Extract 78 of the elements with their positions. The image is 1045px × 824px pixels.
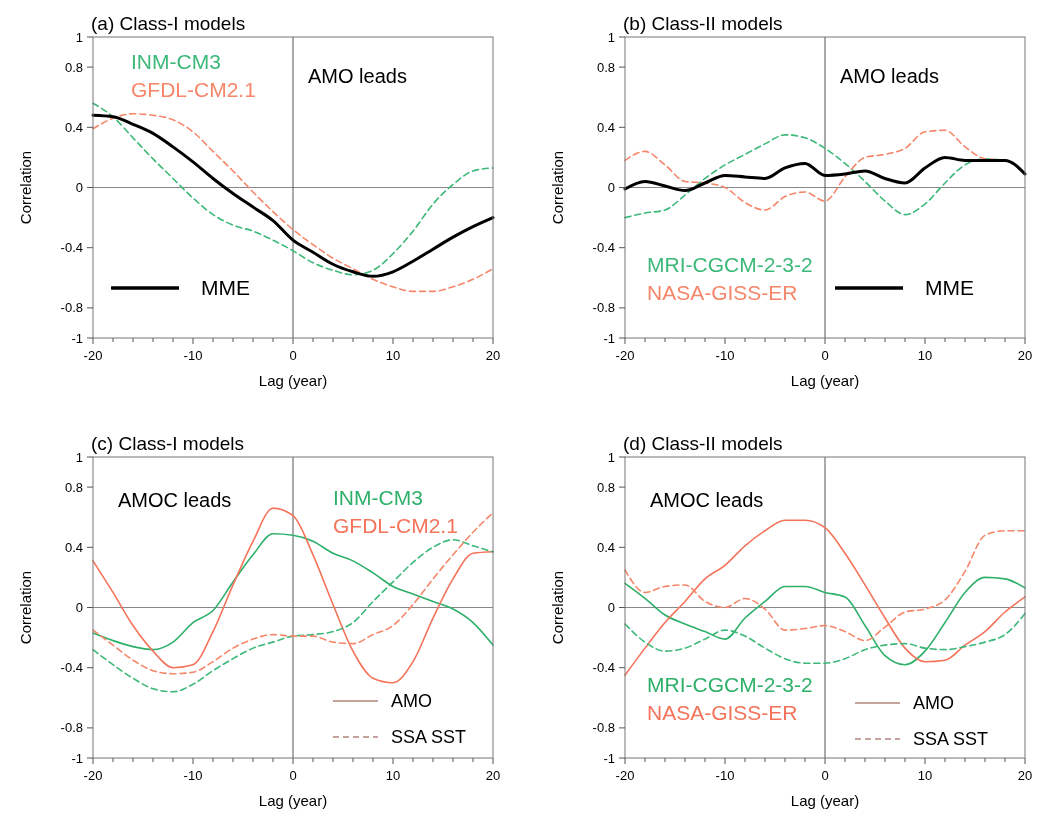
x-tick-label: -20	[615, 348, 635, 363]
series-label: GFDL-CM2.1	[333, 514, 458, 537]
x-axis-title: Lag (year)	[790, 792, 860, 809]
chart-title: (a) Class-I models	[91, 13, 246, 34]
y-tick-label: -0.4	[592, 660, 615, 676]
legend-label: MME	[925, 276, 974, 299]
x-tick-label: 10	[917, 768, 933, 783]
y-tick-label: -0.8	[592, 720, 615, 736]
y-tick-label: 0.4	[64, 119, 83, 135]
y-axis-title: Correlation	[17, 150, 34, 225]
annotation: SSA SST	[391, 727, 467, 747]
chart-title: (b) Class-II models	[623, 13, 783, 34]
y-tick-label: -0.4	[592, 240, 615, 256]
y-tick-label: 0	[75, 600, 83, 616]
chart-title: (c) Class-I models	[91, 433, 245, 454]
x-tick-label: 0	[821, 348, 829, 363]
x-tick-label: -20	[83, 768, 103, 783]
y-tick-label: 0.8	[596, 479, 615, 495]
x-tick-label: -10	[183, 768, 203, 783]
y-tick-label: -1	[71, 330, 83, 346]
series-label: MRI-CGCM-2-3-2	[647, 253, 813, 276]
x-tick-label: 0	[289, 348, 297, 363]
x-tick-label: -20	[615, 768, 635, 783]
y-tick-label: -0.4	[60, 660, 83, 676]
x-tick-label: -10	[183, 348, 203, 363]
annotation: SSA SST	[913, 729, 989, 749]
y-tick-label: 1	[607, 449, 615, 465]
x-tick-label: 10	[385, 348, 401, 363]
y-tick-label: 0	[607, 180, 615, 196]
legend-label: MME	[201, 276, 250, 299]
y-tick-label: -0.8	[592, 300, 615, 316]
series-label: INM-CM3	[333, 486, 423, 509]
y-axis-title: Correlation	[17, 570, 34, 645]
y-tick-label: -0.4	[60, 240, 83, 256]
y-tick-label: -1	[71, 750, 83, 766]
annotation: AMOC leads	[650, 489, 764, 511]
x-tick-label: -10	[715, 768, 735, 783]
series-label: NASA-GISS-ER	[647, 701, 798, 724]
y-tick-label: -1	[603, 750, 615, 766]
chart-title: (d) Class-II models	[623, 433, 783, 454]
text: MRI-CGCM-2-3-2	[647, 673, 813, 696]
y-tick-label: -1	[603, 330, 615, 346]
x-tick-label: 0	[289, 768, 297, 783]
y-tick-label: -0.8	[60, 300, 83, 316]
x-tick-label: -20	[83, 348, 103, 363]
y-tick-label: 0.4	[64, 539, 83, 555]
x-tick-label: -10	[715, 348, 735, 363]
x-tick-label: 10	[385, 768, 401, 783]
y-tick-label: 1	[75, 29, 83, 45]
annotation: AMO	[913, 693, 955, 713]
annotation: AMO leads	[840, 65, 939, 87]
x-axis-title: Lag (year)	[258, 792, 328, 809]
y-tick-label: 1	[75, 449, 83, 465]
y-tick-label: 0	[607, 600, 615, 616]
series-label: GFDL-CM2.1	[131, 78, 256, 101]
annotation: AMOC leads	[118, 489, 232, 511]
x-tick-label: 0	[821, 768, 829, 783]
x-tick-label: 20	[1017, 768, 1033, 783]
y-tick-label: 0	[75, 180, 83, 196]
y-tick-label: 0.4	[596, 119, 615, 135]
text: INM-CM3	[131, 50, 221, 73]
y-axis-title: Correlation	[549, 570, 566, 645]
y-axis-title: Correlation	[549, 150, 566, 225]
y-tick-label: 0.4	[596, 539, 615, 555]
x-tick-label: 10	[917, 348, 933, 363]
text: NASA-GISS-ER	[647, 281, 798, 304]
y-tick-label: -0.8	[60, 720, 83, 736]
x-axis-title: Lag (year)	[258, 372, 328, 389]
y-tick-label: 0.8	[64, 59, 83, 75]
annotation: AMO	[391, 691, 433, 711]
annotation: AMO leads	[308, 65, 407, 87]
x-axis-title: Lag (year)	[790, 372, 860, 389]
x-tick-label: 20	[1017, 348, 1033, 363]
y-tick-label: 0.8	[64, 479, 83, 495]
x-tick-label: 20	[485, 348, 501, 363]
y-tick-label: 1	[607, 29, 615, 45]
x-tick-label: 20	[485, 768, 501, 783]
y-tick-label: 0.8	[596, 59, 615, 75]
